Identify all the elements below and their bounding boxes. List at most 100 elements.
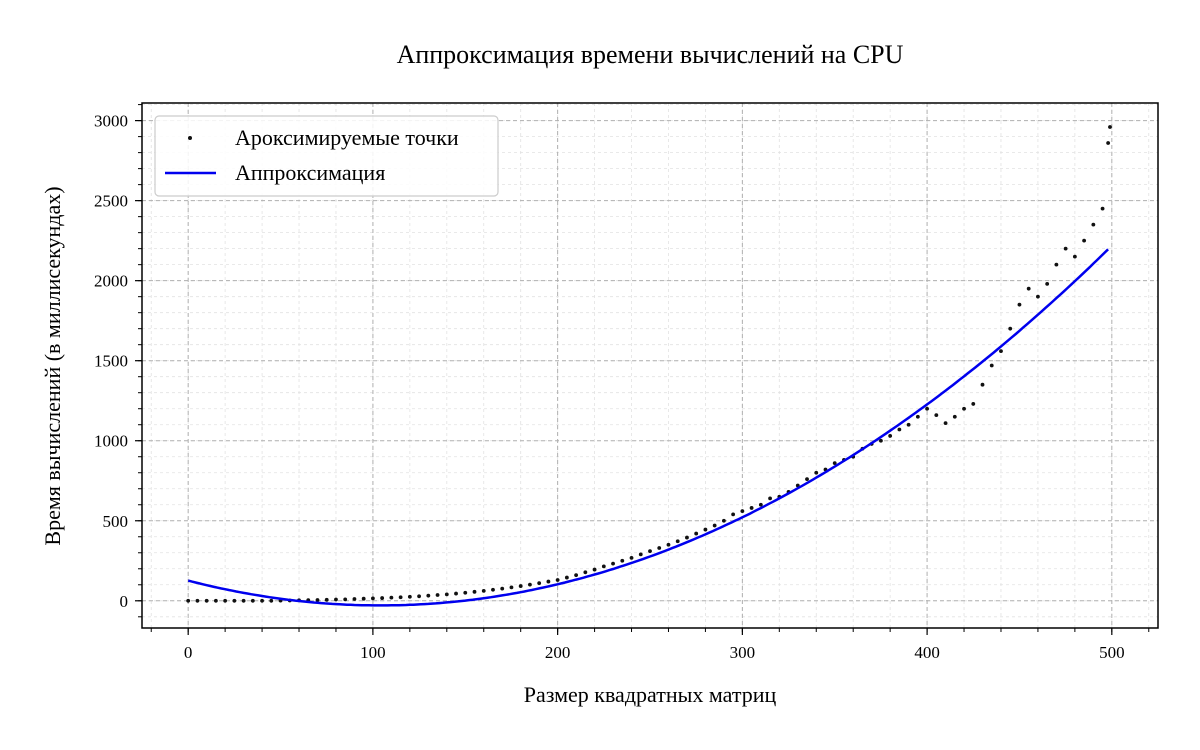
data-point	[675, 539, 680, 544]
x-tick-label: 0	[184, 643, 193, 662]
y-tick-label: 2500	[94, 192, 128, 211]
data-point	[685, 535, 689, 540]
legend: Ароксимируемые точки Аппроксимация	[154, 115, 499, 197]
data-point	[371, 596, 375, 601]
data-point	[1063, 246, 1068, 251]
data-point	[564, 575, 569, 580]
data-point	[407, 594, 412, 599]
data-point	[1017, 302, 1022, 307]
data-point	[426, 593, 431, 598]
scatter-points	[186, 125, 1112, 603]
y-tick-label: 2000	[94, 272, 128, 291]
data-point	[989, 363, 994, 368]
data-point	[324, 597, 329, 602]
data-point	[740, 509, 745, 514]
data-point	[1036, 294, 1040, 299]
x-axis: 0 100 200 300 400 500	[150, 628, 1150, 662]
data-point	[1091, 222, 1096, 227]
data-point	[629, 555, 634, 560]
y-tick-label: 1500	[94, 352, 128, 371]
chart-title: Аппроксимация времени вычислений на CPU	[397, 40, 904, 69]
data-point	[657, 546, 662, 550]
data-point	[749, 506, 754, 510]
data-point	[574, 573, 579, 578]
data-point	[213, 598, 218, 603]
data-point	[398, 595, 403, 600]
x-axis-label: Размер квадратных матриц	[524, 682, 777, 707]
data-point	[721, 518, 726, 523]
data-point	[444, 592, 449, 597]
y-tick-label: 3000	[94, 112, 128, 131]
data-point	[1054, 262, 1059, 267]
data-point	[805, 477, 809, 482]
data-point	[435, 593, 440, 597]
data-point	[546, 579, 551, 584]
x-tick-label: 200	[545, 643, 571, 662]
x-tick-label: 400	[914, 643, 940, 662]
data-point	[232, 598, 237, 603]
data-point	[417, 594, 421, 599]
data-point	[648, 549, 652, 554]
data-point	[592, 567, 597, 572]
data-point	[518, 584, 523, 588]
data-point	[925, 406, 929, 411]
data-point	[352, 597, 357, 601]
data-point	[971, 402, 976, 406]
data-point	[250, 598, 255, 603]
legend-box	[154, 115, 499, 197]
data-point	[583, 570, 588, 575]
x-tick-label: 100	[360, 643, 386, 662]
data-point	[1108, 125, 1112, 129]
data-point	[694, 531, 699, 536]
data-point	[915, 414, 920, 419]
data-point	[620, 558, 625, 563]
data-point	[768, 496, 772, 501]
y-tick-label: 1000	[94, 432, 128, 451]
fit-line	[187, 248, 1109, 607]
data-point	[361, 596, 366, 601]
y-tick-label: 500	[103, 512, 129, 531]
data-point	[906, 422, 911, 427]
data-point	[980, 382, 985, 387]
data-point	[481, 588, 486, 593]
data-point	[638, 552, 643, 557]
data-point	[472, 589, 477, 594]
data-point	[500, 586, 505, 591]
data-point	[269, 598, 274, 603]
data-point	[832, 461, 837, 466]
data-point	[491, 587, 495, 592]
data-point	[814, 470, 819, 475]
data-point	[204, 598, 209, 603]
y-tick-label: 0	[120, 592, 129, 611]
data-point	[454, 591, 458, 596]
legend-scatter-label: Ароксимируемые точки	[235, 125, 459, 150]
data-point	[1072, 254, 1077, 259]
legend-scatter-marker	[188, 136, 192, 140]
data-point	[1045, 281, 1050, 286]
plot-frame	[141, 102, 1159, 629]
data-point	[334, 597, 338, 602]
data-point	[666, 542, 671, 547]
data-point	[1008, 326, 1013, 331]
y-axis-label: Время вычислений (в миллисекундах)	[40, 186, 65, 545]
data-point	[1082, 238, 1087, 243]
data-point	[223, 598, 228, 603]
data-point	[999, 349, 1003, 353]
data-point	[611, 561, 615, 566]
data-point	[555, 578, 560, 582]
data-point	[1026, 286, 1031, 291]
data-point	[463, 590, 468, 595]
data-point	[509, 585, 514, 590]
x-tick-label: 500	[1099, 643, 1125, 662]
data-point	[758, 502, 763, 507]
plot-area	[141, 102, 1159, 629]
data-point	[888, 434, 893, 438]
data-point	[703, 527, 708, 532]
data-point	[601, 564, 606, 569]
legend-line-label: Аппроксимация	[235, 160, 385, 185]
data-point	[195, 598, 200, 603]
data-point	[186, 598, 191, 603]
data-point	[537, 581, 542, 586]
data-point	[879, 438, 883, 443]
